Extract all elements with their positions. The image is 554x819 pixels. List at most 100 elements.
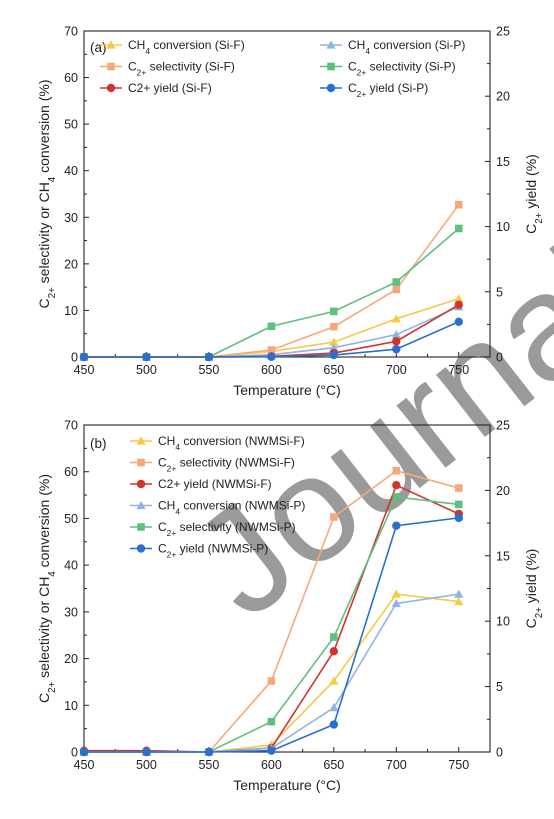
x-tick-label: 650 xyxy=(323,363,344,377)
data-point-c2sel_f xyxy=(330,513,338,521)
data-point-yield_p xyxy=(329,720,339,729)
data-point-yield_p xyxy=(204,352,214,362)
data-point-c2sel_f xyxy=(267,346,276,354)
data-point-yield_p xyxy=(204,747,214,757)
legend-entry: C2+ yield (Si-P) xyxy=(348,81,428,99)
data-point-yield_p xyxy=(454,317,463,326)
y-tick-label: 40 xyxy=(64,559,78,573)
x-tick-label: 600 xyxy=(261,363,282,377)
legend-entry: C2+ yield (NWMSi-P) xyxy=(158,542,268,560)
data-point-yield_p xyxy=(392,344,401,354)
data-point-c2sel_f xyxy=(454,200,463,209)
y-tick-label: 20 xyxy=(64,257,78,271)
data-point-yield_p xyxy=(329,350,339,360)
y-tick-label: 70 xyxy=(64,25,78,39)
data-point-ch4_p xyxy=(329,703,339,712)
data-point-c2sel_f xyxy=(330,322,338,331)
x-axis-label: Temperature (°C) xyxy=(233,382,341,398)
legend-entry: C2+ yield (NWMSi-F) xyxy=(158,477,272,491)
chart-panel-b: 450 500 550 600 650 700 7500102030405060700510… xyxy=(36,419,545,794)
data-point-yield_p xyxy=(454,513,463,523)
data-point-ch4_p xyxy=(391,598,401,608)
x-tick-label: 750 xyxy=(448,363,469,377)
data-point-ch4_p xyxy=(329,343,339,352)
data-point-ch4_f xyxy=(454,294,464,303)
legend-entry: C2+ selectivity (NWMSi-P) xyxy=(158,520,296,538)
data-point-yield_f xyxy=(454,300,463,310)
data-point-c2sel_f xyxy=(392,285,401,294)
data-point-c2sel_p xyxy=(267,717,276,726)
y-tick-label: 70 xyxy=(64,419,78,433)
y2-axis-label: C2+ yield (%) xyxy=(523,154,545,234)
data-point-yield_p xyxy=(142,747,151,757)
legend-entry: C2+ yield (Si-F) xyxy=(128,81,212,95)
panel-label: (a) xyxy=(90,40,107,55)
data-point-c2sel_p xyxy=(392,278,401,286)
chart-panel-a: 450 500 550 600 650 700 7500102030405060700510… xyxy=(36,25,545,399)
x-tick-label: 500 xyxy=(136,758,157,772)
legend-marker-yield_p xyxy=(326,83,336,93)
legend-marker-yield_p xyxy=(136,544,146,553)
y2-tick-label: 25 xyxy=(496,419,510,433)
legend-marker-c2sel_p xyxy=(327,62,335,71)
x-tick-label: 500 xyxy=(136,363,157,377)
y-tick-label: 50 xyxy=(64,118,78,132)
data-point-yield_f xyxy=(392,480,401,490)
data-point-c2sel_p xyxy=(454,224,463,233)
data-point-ch4_f xyxy=(329,337,339,346)
data-point-ch4_f xyxy=(454,596,464,606)
y-axis-label: C2+ selectivity or CH4 conversion (%) xyxy=(36,79,58,308)
y-tick-label: 60 xyxy=(64,465,78,479)
data-point-ch4_f xyxy=(391,589,401,598)
legend-marker-yield_f xyxy=(136,479,146,489)
y2-axis-label: C2+ yield (%) xyxy=(523,549,545,629)
data-point-c2sel_p xyxy=(454,500,463,509)
y-tick-label: 50 xyxy=(64,512,78,526)
y2-tick-label: 15 xyxy=(496,155,510,169)
x-tick-label: 450 xyxy=(74,758,95,772)
data-point-c2sel_f xyxy=(267,677,276,685)
y-axis-label: C2+ selectivity or CH4 conversion (%) xyxy=(36,474,58,703)
y2-tick-label: 5 xyxy=(496,680,503,694)
y-tick-label: 10 xyxy=(64,304,78,318)
x-tick-label: 650 xyxy=(323,758,344,772)
legend-entry: CH4 conversion (NWMSi-F) xyxy=(158,434,305,452)
data-point-yield_f xyxy=(329,647,339,656)
legend-entry: C2+ selectivity (Si-P) xyxy=(348,60,456,78)
data-point-c2sel_p xyxy=(330,307,338,316)
legend-marker-yield_f xyxy=(106,83,116,93)
data-point-yield_p xyxy=(79,747,89,757)
y-tick-label: 20 xyxy=(64,652,78,666)
y-tick-label: 30 xyxy=(64,605,78,619)
data-point-yield_p xyxy=(79,352,89,362)
panel-label: (b) xyxy=(90,436,107,451)
y-tick-label: 60 xyxy=(64,71,78,85)
legend-entry: C2+ selectivity (NWMSi-F) xyxy=(158,456,295,474)
legend-marker-c2sel_f xyxy=(107,62,115,71)
y2-tick-label: 20 xyxy=(496,484,510,498)
x-tick-label: 700 xyxy=(386,363,407,377)
data-point-ch4_p xyxy=(391,330,401,339)
y-tick-label: 10 xyxy=(64,699,78,713)
data-point-ch4_p xyxy=(454,589,464,598)
legend-entry: C2+ selectivity (Si-F) xyxy=(128,60,235,78)
legend-marker-ch4_p xyxy=(136,500,146,510)
data-point-yield_p xyxy=(267,746,276,755)
y-tick-label: 0 xyxy=(71,746,78,760)
data-point-ch4_f xyxy=(329,676,339,685)
legend-entry: CH4 conversion (NWMSi-P) xyxy=(158,499,305,517)
y2-tick-label: 0 xyxy=(496,746,503,760)
data-point-c2sel_p xyxy=(330,633,338,641)
y-tick-label: 40 xyxy=(64,164,78,178)
y2-tick-label: 25 xyxy=(496,25,510,39)
y2-tick-label: 10 xyxy=(496,220,510,234)
y2-tick-label: 20 xyxy=(496,90,510,104)
y2-tick-label: 15 xyxy=(496,549,510,563)
x-tick-label: 750 xyxy=(448,758,469,772)
x-tick-label: 600 xyxy=(261,758,282,772)
legend-marker-ch4_p xyxy=(326,40,336,49)
legend-entry: CH4 conversion (Si-P) xyxy=(348,38,465,56)
x-tick-label: 550 xyxy=(198,363,219,377)
data-point-c2sel_p xyxy=(267,322,276,331)
